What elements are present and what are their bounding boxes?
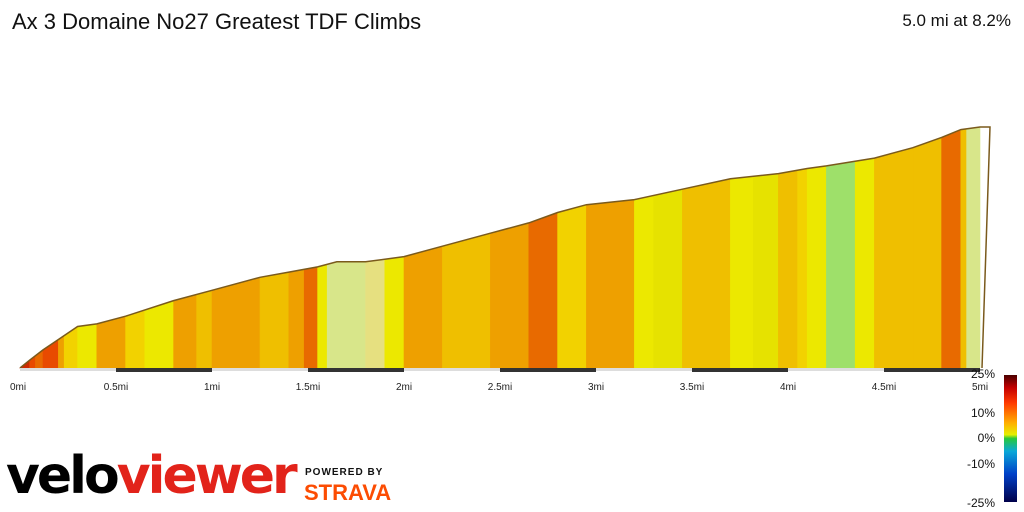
chart-title: Ax 3 Domaine No27 Greatest TDF Climbs	[12, 9, 422, 34]
axis-band	[20, 368, 116, 371]
x-tick-label: 1.5mi	[296, 382, 320, 393]
gradient-segment	[303, 266, 318, 369]
axis-band	[788, 368, 884, 371]
gradient-segment	[259, 271, 290, 369]
x-tick-label: 4mi	[780, 382, 796, 393]
gradient-segment	[528, 212, 558, 369]
powered-by-label: POWERED BY	[305, 467, 384, 478]
x-tick-label: 2mi	[396, 382, 412, 393]
x-tick-label: 1mi	[204, 382, 220, 393]
gradient-segment	[778, 169, 798, 369]
axis-band	[116, 368, 212, 372]
distance-axis	[20, 368, 980, 372]
gradient-segment	[797, 168, 808, 369]
gradient-segment	[125, 309, 146, 369]
gradient-segment	[960, 128, 967, 369]
legend-label-0: 0%	[977, 431, 995, 445]
axis-band	[500, 368, 596, 372]
gradient-segment	[63, 325, 78, 369]
gradient-segment	[806, 165, 827, 369]
gradient-segment	[317, 263, 328, 369]
legend-label-25: 25%	[970, 367, 995, 381]
gradient-segment	[499, 222, 530, 369]
axis-band	[212, 368, 308, 371]
axis-band	[596, 368, 692, 371]
gradient-segment	[288, 269, 305, 369]
gradient-segment	[365, 258, 386, 369]
gradient-segment	[634, 195, 654, 369]
climb-summary: 5.0 mi at 8.2%	[902, 11, 1011, 30]
x-tick-label: 2.5mi	[488, 382, 512, 393]
logo-viewer-text: viewer	[116, 446, 298, 506]
legend-label-minus-10: -10%	[966, 457, 995, 471]
gradient-segments	[19, 126, 981, 369]
x-tick-labels: 0mi 0.5mi 1mi 1.5mi 2mi 2.5mi 3mi 3.5mi 4mi 4.5mi…	[10, 382, 988, 393]
gradient-segment	[211, 276, 261, 369]
gradient-segment	[442, 232, 491, 369]
x-tick-label: 3.5mi	[680, 382, 704, 393]
gradient-segment	[854, 157, 875, 369]
x-tick-label: 4.5mi	[872, 382, 896, 393]
legend-label-10: 10%	[970, 406, 995, 420]
x-tick-label: 0mi	[10, 382, 26, 393]
gradient-segment	[42, 338, 59, 369]
gradient-segment	[336, 261, 366, 369]
gradient-segment	[490, 230, 501, 369]
gradient-segment	[144, 300, 174, 369]
gradient-legend-bar	[1004, 375, 1017, 502]
gradient-segment	[874, 147, 914, 369]
gradient-segment	[710, 178, 731, 369]
gradient-segment	[96, 315, 126, 369]
gradient-segment	[326, 261, 338, 369]
gradient-segment	[730, 175, 754, 369]
gradient-segment	[77, 323, 98, 369]
axis-band	[884, 368, 980, 372]
logo-velo-text: velo	[6, 446, 120, 506]
gradient-segment	[941, 129, 962, 369]
gradient-segment	[586, 199, 635, 369]
x-tick-label: 3mi	[588, 382, 604, 393]
gradient-segment	[557, 204, 587, 369]
gradient-segment	[384, 256, 405, 369]
strava-logo[interactable]: STRAVA	[304, 480, 392, 505]
axis-band	[308, 368, 404, 372]
legend-label-minus-25: -25%	[966, 496, 995, 510]
axis-band	[692, 368, 788, 372]
gradient-segment	[196, 289, 213, 369]
gradient-segment	[826, 160, 856, 369]
profile-outline	[19, 126, 991, 369]
gradient-segment	[973, 126, 981, 369]
gradient-segment	[653, 188, 683, 369]
gradient-segment	[403, 245, 443, 369]
x-tick-label: 0.5mi	[104, 382, 128, 393]
gradient-segment	[753, 173, 779, 369]
x-tick-label: 5mi	[972, 382, 988, 393]
gradient-segment	[682, 182, 712, 369]
veloviewer-logo[interactable]: veloviewer	[6, 446, 298, 506]
gradient-segment	[966, 127, 975, 369]
axis-band	[404, 368, 500, 371]
gradient-segment	[58, 335, 65, 369]
gradient-segment	[912, 136, 942, 369]
gradient-segment	[173, 294, 197, 369]
